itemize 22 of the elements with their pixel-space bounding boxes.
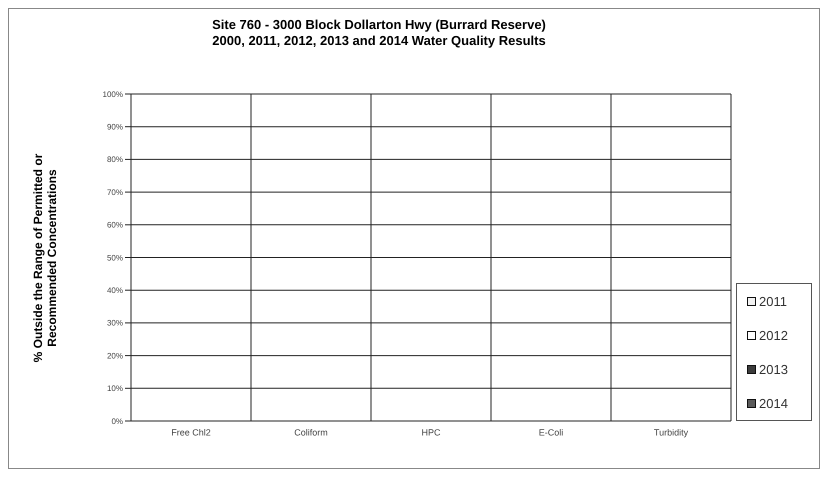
- y-tick-label: 30%: [106, 318, 123, 328]
- legend-label: 2014: [759, 396, 788, 410]
- y-tick-label: 0%: [111, 416, 123, 426]
- y-tick-label: 40%: [106, 286, 123, 296]
- chart-title: Site 760 - 3000 Block Dollarton Hwy (Burrard Reserve) 2000, 2011, 2012, 2013 and 2014 Water Quality Results: [211, 17, 547, 49]
- x-tick-label: Coliform: [294, 427, 328, 438]
- x-tick-label: HPC: [421, 427, 441, 438]
- y-axis-title: % Outside the Range of Permitted or Recommended Concentrations: [31, 153, 59, 362]
- legend-label: 2012: [759, 328, 788, 342]
- x-tick-label: Turbidity: [654, 427, 689, 438]
- y-tick-label: 100%: [102, 90, 123, 99]
- y-tick-label: 90%: [106, 122, 123, 132]
- y-tick-label: 10%: [106, 384, 123, 394]
- legend-label: 2011: [759, 294, 787, 308]
- legend-label: 2013: [759, 362, 788, 376]
- x-tick-label: E-Coli: [538, 427, 564, 438]
- y-tick-label: 20%: [106, 351, 123, 360]
- y-tick-label: 80%: [106, 155, 123, 164]
- y-tick-label: 50%: [106, 253, 123, 262]
- x-tick-label: Free Chl2: [171, 427, 211, 438]
- y-tick-label: 60%: [106, 220, 123, 230]
- y-tick-label: 70%: [106, 188, 123, 197]
